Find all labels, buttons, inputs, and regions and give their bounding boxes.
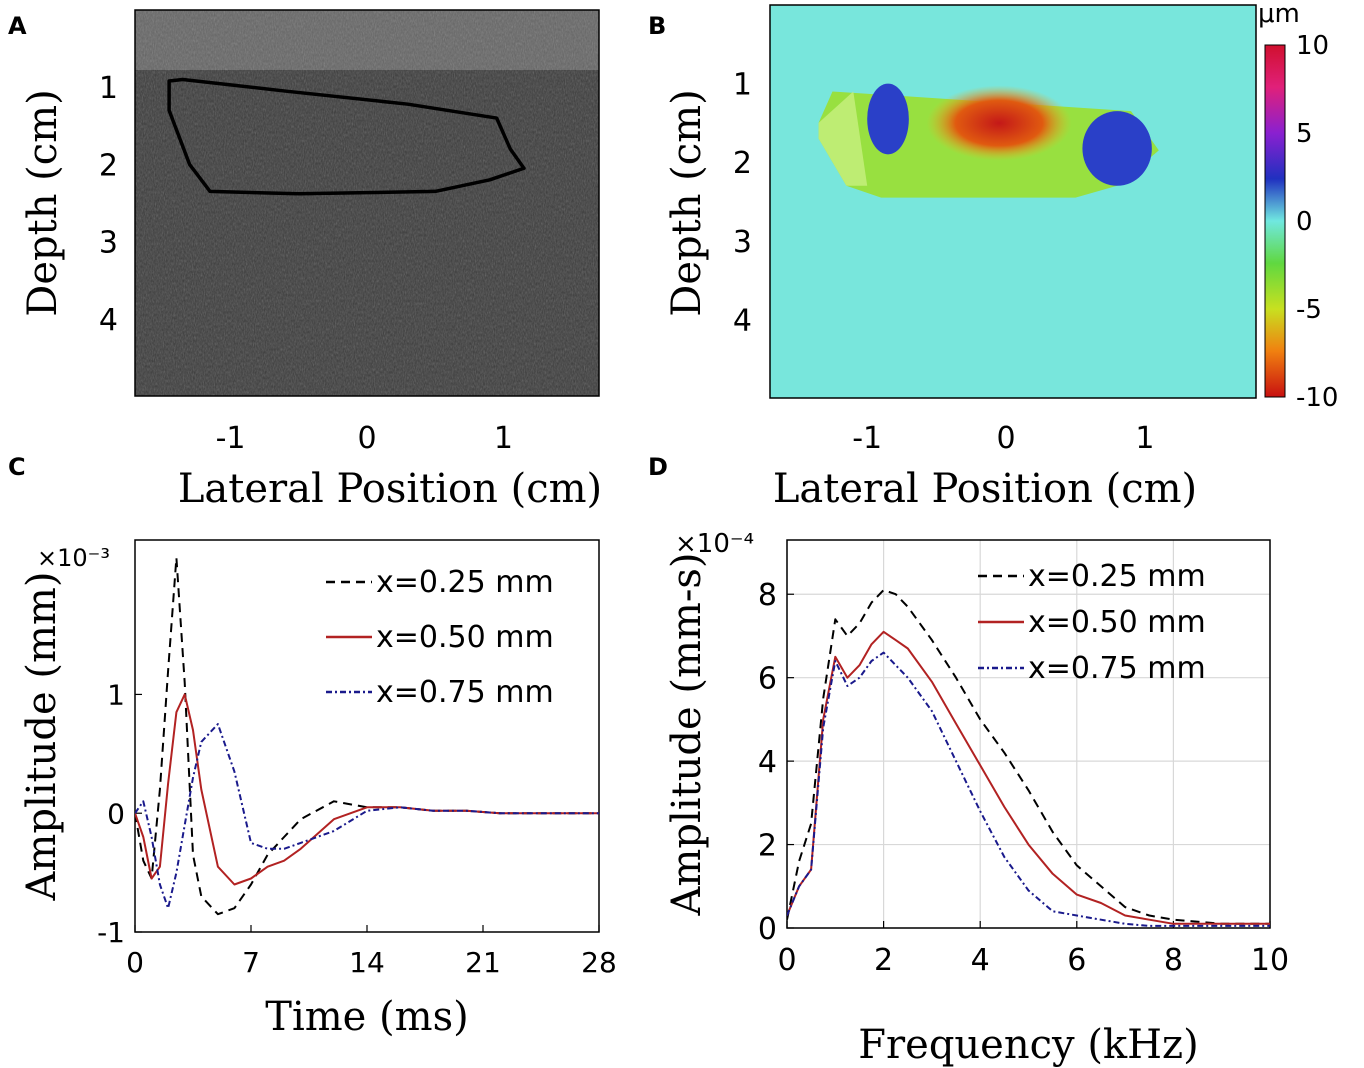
- colorbar-tick-label: 0: [1296, 207, 1313, 237]
- x-tick-label: 2: [874, 943, 893, 978]
- x-tick-label: 10: [1251, 943, 1289, 978]
- x-tick-label: 14: [349, 946, 385, 979]
- x-tick-label: 8: [1164, 943, 1183, 978]
- colorbar-tick-label: 10: [1296, 31, 1329, 61]
- legend-label-2: x=0.50 mm: [376, 620, 554, 655]
- x-tick-label: 0: [126, 946, 144, 979]
- y-tick-label: 0: [107, 797, 125, 830]
- series-line-3: [135, 723, 599, 910]
- panel-letter-d: D: [648, 453, 668, 481]
- y-tick-label-a: 4: [99, 303, 118, 338]
- colorbar-tick-label: -10: [1296, 383, 1338, 413]
- y-tick-label: 4: [758, 745, 777, 780]
- x-tick-label: 6: [1067, 943, 1086, 978]
- x-tick-label-b: 0: [997, 421, 1016, 456]
- colorbar-unit: μm: [1258, 0, 1300, 29]
- heatmap-region-hot: [926, 85, 1072, 161]
- series-line-1: [135, 556, 599, 916]
- panel-letter-c: C: [8, 453, 26, 481]
- heatmap-region-edge: [818, 91, 868, 186]
- y-tick-label-b: 3: [733, 225, 752, 260]
- y-tick-label-b: 1: [733, 68, 752, 103]
- x-tick-label: 0: [777, 943, 796, 978]
- legend-label-3: x=0.75 mm: [376, 675, 554, 710]
- x-tick-label: 28: [581, 946, 617, 979]
- y-axis-label: Amplitude (mm): [19, 572, 65, 902]
- y-axis-label-a: Depth (cm): [20, 89, 66, 316]
- panel-letter-a: A: [8, 12, 27, 40]
- x-axis-label-a: Lateral Position (cm): [178, 466, 602, 512]
- heatmap-region-left-blue: [867, 83, 909, 155]
- heatmap-background: [770, 5, 1256, 398]
- legend-label-2: x=0.50 mm: [1028, 605, 1206, 640]
- y-tick-label-a: 2: [99, 148, 118, 183]
- x-tick-label-b: 1: [1135, 421, 1154, 456]
- y-tick-label: 2: [758, 828, 777, 863]
- y-tick-label-a: 1: [99, 71, 118, 106]
- y-tick-label-b: 4: [733, 303, 752, 338]
- x-tick-label-a: 1: [494, 421, 513, 456]
- region-outline: [167, 77, 526, 196]
- heatmap-region-right-blue: [1082, 111, 1152, 186]
- y-tick-label: 1: [107, 679, 125, 712]
- x-tick-label-a: 0: [357, 421, 376, 456]
- y-tick-label: -1: [97, 916, 125, 949]
- x-axis-label-b: Lateral Position (cm): [773, 466, 1197, 512]
- legend-label-1: x=0.25 mm: [376, 565, 554, 600]
- y-axis-label-b: Depth (cm): [664, 89, 710, 316]
- colorbar-tick-label: -5: [1296, 295, 1322, 325]
- x-tick-label-a: -1: [216, 421, 246, 456]
- x-tick-label-b: -1: [852, 421, 882, 456]
- colorbar: [1264, 44, 1286, 398]
- series-line-2: [135, 693, 599, 886]
- panel-letter-b: B: [648, 12, 666, 40]
- y-tick-label: 0: [758, 912, 777, 947]
- x-axis-label: Frequency (kHz): [858, 1022, 1198, 1068]
- plot-frame-d: [786, 539, 1271, 929]
- plot-frame-a: [134, 9, 600, 397]
- legend-label-3: x=0.75 mm: [1028, 651, 1206, 686]
- x-tick-label: 21: [465, 946, 501, 979]
- axis-exponent: ×10⁻³: [37, 544, 110, 572]
- plot-frame-b: [769, 4, 1257, 399]
- x-axis-label: Time (ms): [265, 994, 468, 1040]
- y-tick-label: 6: [758, 661, 777, 696]
- ultrasound-speckle: [135, 10, 599, 396]
- series-line-3: [787, 651, 1270, 927]
- legend-label-1: x=0.25 mm: [1028, 559, 1206, 594]
- axis-exponent: ×10⁻⁴: [675, 529, 754, 559]
- x-tick-label: 4: [971, 943, 990, 978]
- x-tick-label: 7: [242, 946, 260, 979]
- y-tick-label-b: 2: [733, 146, 752, 181]
- series-line-1: [787, 589, 1270, 925]
- y-axis-label: Amplitude (mm-s): [664, 553, 710, 917]
- colorbar-tick-label: 5: [1296, 119, 1313, 149]
- y-tick-label: 8: [758, 578, 777, 613]
- y-tick-label-a: 3: [99, 226, 118, 261]
